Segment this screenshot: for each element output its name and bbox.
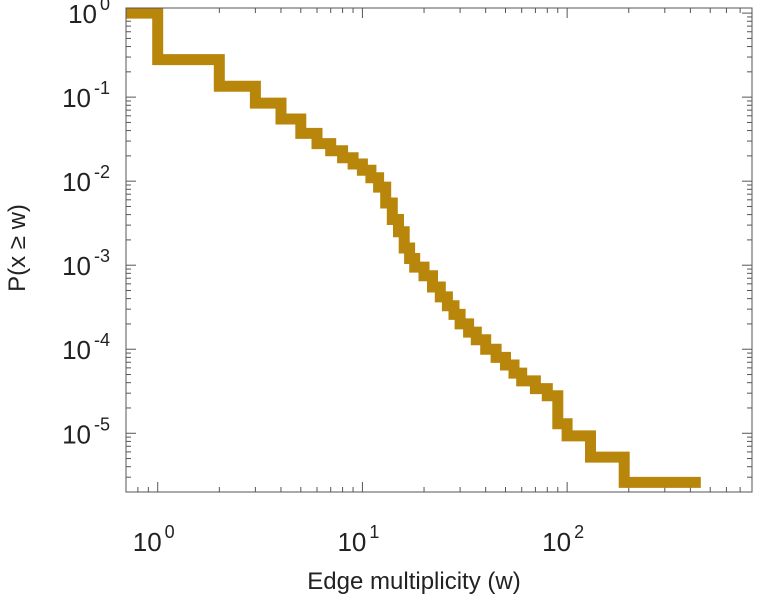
series-line-ccdf — [126, 7, 701, 488]
y-tick-label-base: 10 — [62, 83, 91, 113]
y-tick-label: 10 -1 — [62, 78, 110, 113]
x-tick-label-base: 10 — [542, 527, 571, 557]
y-tick-label-base: 10 — [62, 251, 91, 281]
y-tick-label-exponent: -2 — [94, 162, 110, 182]
y-axis-title: P(x ≥ w) — [4, 204, 31, 292]
plot-frame — [125, 7, 753, 493]
x-tick-label-exponent: 2 — [574, 522, 584, 542]
tick-labels: 10 0 10 1 10 210 010 -110 -210 -310 -410 -5 — [62, 0, 584, 557]
x-tick-label-exponent: 1 — [369, 522, 379, 542]
x-tick-label: 10 2 — [542, 522, 584, 557]
x-tick-label-base: 10 — [337, 527, 366, 557]
y-tick-label-exponent: -3 — [94, 246, 110, 266]
y-tick-label: 10 -4 — [62, 330, 110, 365]
y-tick-label-exponent: 0 — [100, 0, 110, 14]
x-tick-label-exponent: 0 — [165, 522, 175, 542]
y-tick-label-exponent: -1 — [94, 78, 110, 98]
y-tick-label-base: 10 — [62, 335, 91, 365]
y-tick-label: 10 -3 — [62, 246, 110, 281]
tick-marks — [125, 8, 753, 493]
x-tick-label: 10 1 — [337, 522, 379, 557]
y-tick-label-base: 10 — [62, 167, 91, 197]
y-tick-label: 10 0 — [68, 0, 110, 29]
x-tick-label-base: 10 — [133, 527, 162, 557]
y-tick-label: 10 -2 — [62, 162, 110, 197]
y-tick-label-base: 10 — [62, 419, 91, 449]
x-tick-label: 10 0 — [133, 522, 175, 557]
y-tick-label: 10 -5 — [62, 414, 110, 449]
x-axis-title: Edge multiplicity (w) — [307, 568, 520, 595]
series-layer — [126, 7, 701, 488]
y-tick-label-base: 10 — [68, 0, 97, 29]
y-tick-label-exponent: -5 — [94, 414, 110, 434]
y-tick-label-exponent: -4 — [94, 330, 110, 350]
